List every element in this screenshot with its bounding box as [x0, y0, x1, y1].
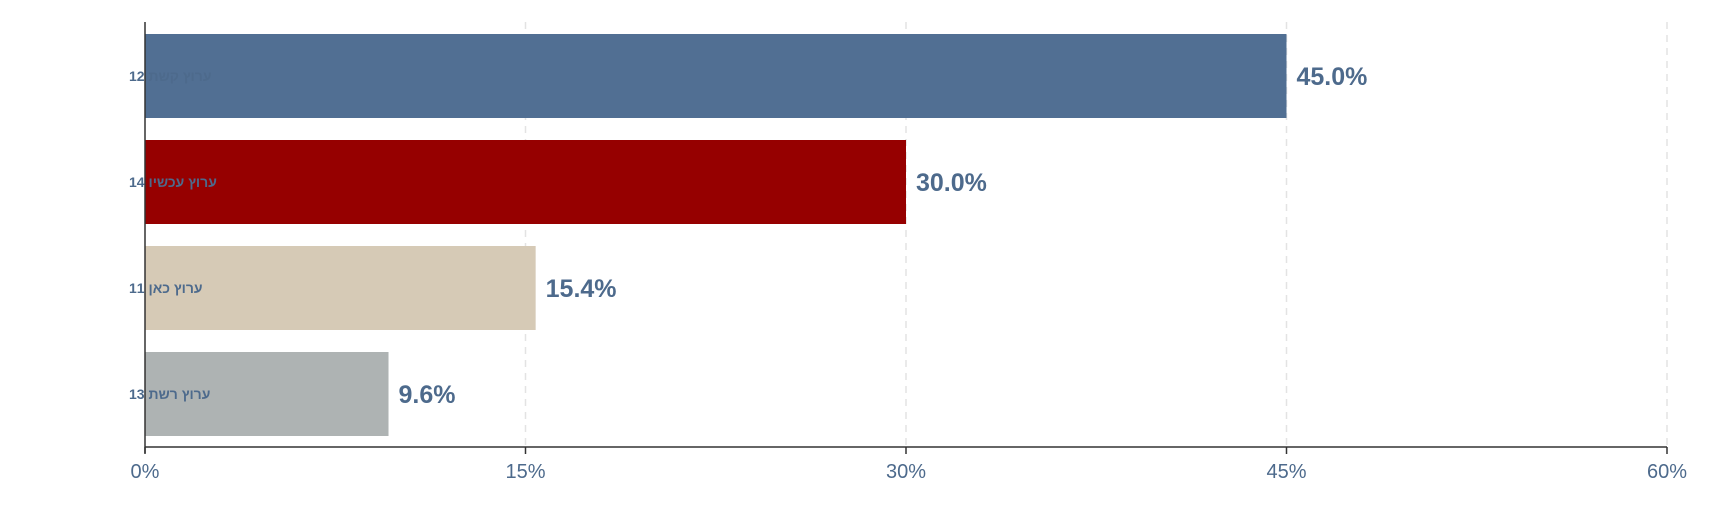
bar	[145, 34, 1287, 118]
category-label: ערוץ עכשיו 14	[129, 174, 217, 190]
category-label: ערוץ קשת 12	[129, 68, 212, 84]
x-tick-label: 0%	[131, 461, 160, 483]
value-label: 15.4%	[546, 275, 617, 303]
bars	[145, 34, 1287, 436]
x-tick-label: 60%	[1647, 461, 1687, 483]
value-label: 30.0%	[916, 169, 987, 197]
bar	[145, 246, 536, 330]
x-tick-label: 45%	[1266, 461, 1306, 483]
x-tick-label: 30%	[886, 461, 926, 483]
category-label: ערוץ כאן 11	[129, 280, 203, 296]
labels: ערוץ קשת 12 45.0% ערוץ עכשיו 14 30.0% ערוץ כ…	[129, 63, 1687, 483]
bar	[145, 352, 389, 436]
value-label: 9.6%	[399, 381, 456, 409]
x-tick-label: 15%	[505, 461, 545, 483]
bar	[145, 140, 906, 224]
value-label: 45.0%	[1297, 63, 1368, 91]
category-label: ערוץ רשת 13	[129, 386, 210, 402]
